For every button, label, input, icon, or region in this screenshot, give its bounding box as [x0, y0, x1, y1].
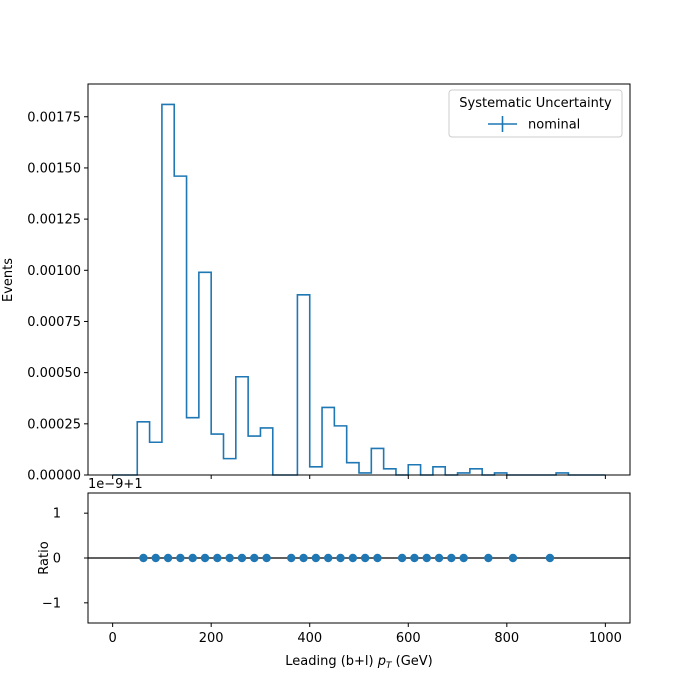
x-axis-label-sub: T: [386, 661, 393, 671]
ratio-point: [299, 553, 308, 563]
legend-entry-nominal: nominal: [528, 118, 580, 133]
ratio-y-tick-label: 1: [53, 507, 61, 522]
main-y-tick-label: 0.00150: [27, 161, 81, 176]
x-tick-label: 400: [297, 631, 322, 646]
x-tick-label: 0: [108, 631, 116, 646]
main-x-ticks: [112, 475, 606, 479]
main-y-ticks: 0.00000 0.00025 0.00050 0.00075 0.00100 0.001…: [27, 110, 88, 484]
ratio-points: [139, 553, 555, 563]
legend-title: Systematic Uncertainty: [459, 96, 612, 111]
ratio-point: [139, 553, 148, 563]
ratio-point: [287, 553, 296, 563]
ratio-point: [188, 553, 197, 563]
main-y-tick-label: 0.00050: [27, 366, 81, 381]
ratio-point: [262, 553, 271, 563]
ratio-point: [163, 553, 173, 563]
ratio-point: [176, 553, 185, 563]
ratio-point: [213, 553, 222, 563]
ratio-point: [250, 553, 259, 563]
x-tick-label: 800: [494, 631, 519, 646]
ratio-point: [336, 553, 345, 563]
ratio-offset-label: 1e−9+1: [88, 477, 143, 492]
main-y-tick-label: 0.00000: [27, 469, 81, 484]
ratio-point: [397, 553, 407, 563]
main-y-tick-label: 0.00075: [27, 315, 81, 330]
ratio-x-ticks: 0 200 400 600 800 1000: [108, 623, 622, 646]
x-axis-label-prefix: Leading (b+l): [285, 654, 378, 669]
x-axis-label: Leading (b+l) pT (GeV): [285, 654, 433, 671]
main-y-tick-label: 0.00175: [27, 110, 81, 125]
ratio-y-axis-label: Ratio: [37, 541, 52, 574]
main-y-tick-label: 0.00025: [27, 417, 81, 432]
main-y-tick-label: 0.00100: [27, 264, 81, 279]
ratio-y-tick-label: −1: [42, 596, 61, 611]
histogram-step-line: [112, 103, 606, 476]
main-y-tick-label: 0.00125: [27, 213, 81, 228]
main-plot-frame: [87, 83, 631, 476]
main-plot-area: [88, 84, 630, 475]
ratio-point: [447, 553, 456, 563]
ratio-point: [410, 553, 419, 563]
ratio-point: [237, 553, 247, 563]
ratio-point: [324, 553, 333, 563]
x-tick-label: 200: [199, 631, 224, 646]
legend: Systematic Uncertainty nominal: [448, 89, 623, 138]
ratio-point: [434, 553, 444, 563]
ratio-point: [311, 553, 321, 563]
ratio-panel: −1 0 1 0 200 400 600 800 1000 1e−9+1 Ratio Lead…: [37, 477, 631, 671]
ratio-point: [484, 553, 493, 563]
main-panel: 0.00000 0.00025 0.00050 0.00075 0.00100 0.001…: [1, 83, 631, 484]
legend-box: [448, 89, 623, 138]
x-tick-label: 600: [396, 631, 421, 646]
ratio-point: [151, 553, 160, 563]
ratio-point: [373, 553, 382, 563]
ratio-point: [200, 553, 210, 563]
x-axis-label-suffix: (GeV): [392, 654, 433, 669]
ratio-point: [348, 553, 358, 563]
ratio-point: [508, 553, 518, 563]
ratio-point: [422, 553, 431, 563]
ratio-point: [225, 553, 234, 563]
ratio-y-ticks: −1 0 1: [42, 507, 88, 611]
x-axis-label-var: p: [377, 654, 386, 669]
main-y-axis-label: Events: [1, 258, 16, 302]
ratio-point: [459, 553, 468, 563]
x-tick-label: 1000: [589, 631, 622, 646]
ratio-point: [545, 553, 555, 563]
ratio-y-tick-label: 0: [53, 552, 61, 567]
ratio-point: [360, 553, 370, 563]
